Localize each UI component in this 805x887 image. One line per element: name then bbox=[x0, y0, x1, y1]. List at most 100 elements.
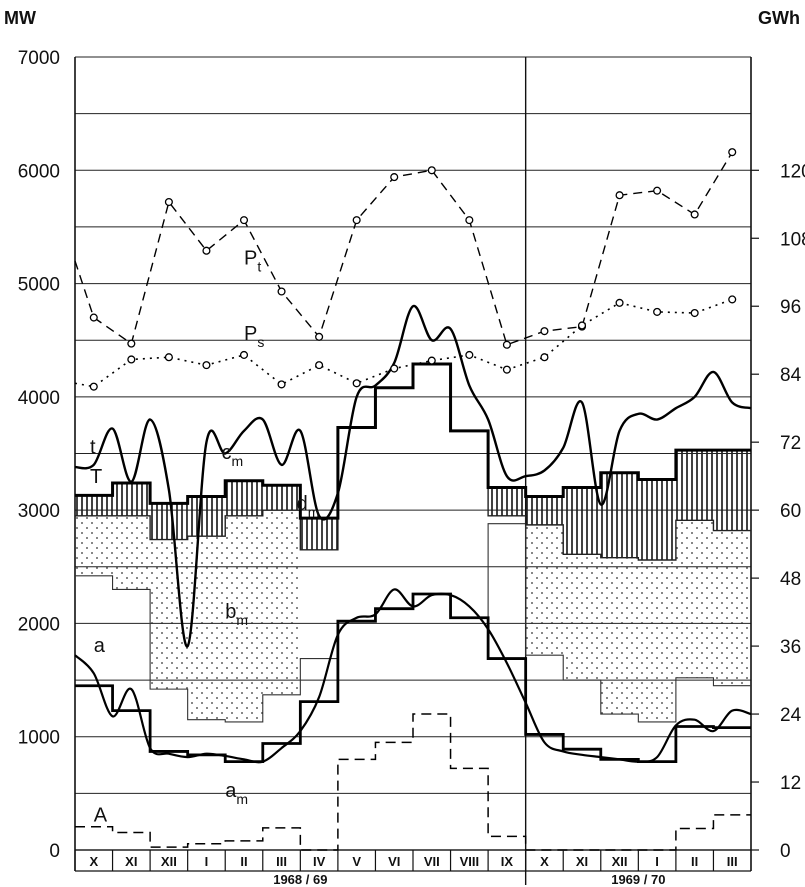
right-tick-84: 84 bbox=[780, 365, 802, 386]
annotation-T: T bbox=[90, 466, 102, 488]
right-tick-108: 108 bbox=[780, 229, 805, 250]
month-label-1: XI bbox=[125, 854, 137, 869]
left-tick-3000: 3000 bbox=[18, 501, 60, 522]
marker-Pt-6 bbox=[277, 287, 286, 296]
series-markers bbox=[89, 148, 737, 391]
marker-Pt-9 bbox=[390, 173, 399, 182]
hatched-area-17 bbox=[713, 450, 751, 531]
dotted-area-13 bbox=[563, 554, 601, 681]
annotation-sub-m: m bbox=[231, 453, 243, 469]
marker-Ps-2 bbox=[127, 355, 136, 364]
dotted-area-17 bbox=[713, 530, 751, 686]
month-label-12: X bbox=[540, 854, 549, 869]
hatched-area-13 bbox=[563, 487, 601, 555]
series-A-step bbox=[75, 713, 751, 851]
hatched-area-12 bbox=[525, 496, 564, 525]
month-label-9: VII bbox=[424, 854, 440, 869]
marker-Pt-11 bbox=[465, 216, 474, 225]
annotation-sub-m: m bbox=[308, 504, 320, 520]
marker-Ps-9 bbox=[390, 364, 399, 373]
series-a-line bbox=[74, 588, 752, 764]
marker-Ps-4 bbox=[202, 361, 211, 370]
month-label-13: XI bbox=[576, 854, 588, 869]
marker-Ps-3 bbox=[164, 353, 173, 362]
area-fills bbox=[75, 450, 751, 722]
right-tick-72: 72 bbox=[780, 433, 801, 454]
left-tick-0: 0 bbox=[49, 841, 60, 862]
hatched-area-1 bbox=[112, 482, 151, 516]
annotation-a: a bbox=[94, 635, 106, 657]
month-label-2: XII bbox=[161, 854, 177, 869]
dotted-area-4 bbox=[225, 515, 263, 722]
hatched-area-15 bbox=[638, 479, 676, 560]
dotted-area-5 bbox=[262, 510, 301, 695]
annotation-am: am bbox=[225, 780, 248, 807]
left-tick-5000: 5000 bbox=[18, 275, 60, 296]
series-t-line bbox=[74, 305, 752, 648]
step-lines bbox=[75, 362, 751, 851]
annotation-sub-s: s bbox=[257, 334, 264, 350]
period-label-0: 1968 / 69 bbox=[273, 872, 327, 887]
annotation-sub-m: m bbox=[236, 791, 248, 807]
month-label-8: VI bbox=[388, 854, 400, 869]
left-tick-2000: 2000 bbox=[18, 614, 60, 635]
month-label-6: IV bbox=[313, 854, 326, 869]
right-tick-60: 60 bbox=[780, 501, 801, 522]
marker-Ps-14 bbox=[577, 321, 587, 330]
series-Pt-line bbox=[74, 151, 733, 346]
right-tick-36: 36 bbox=[780, 637, 801, 658]
dotted-area-14 bbox=[600, 557, 639, 715]
annotation-t: t bbox=[90, 437, 96, 459]
marker-Pt-8 bbox=[352, 216, 361, 225]
month-label-0: X bbox=[89, 854, 98, 869]
dotted-area-16 bbox=[675, 520, 714, 678]
marker-Pt-10 bbox=[427, 166, 436, 175]
right-tick-0: 0 bbox=[780, 841, 791, 862]
hatched-area-14 bbox=[600, 472, 639, 558]
right-tick-96: 96 bbox=[780, 297, 801, 318]
right-tick-48: 48 bbox=[780, 569, 801, 590]
series-am-step bbox=[75, 592, 751, 764]
marker-Pt-17 bbox=[690, 210, 699, 219]
right-tick-12: 12 bbox=[780, 773, 801, 794]
axis-ticks: 0 1000 2000 3000 4000 5000 6000 7000 0 12 24 36 48 60… bbox=[18, 48, 805, 862]
left-axis-unit: MW bbox=[4, 8, 36, 28]
hatched-area-11 bbox=[488, 487, 526, 516]
marker-Pt-2 bbox=[127, 339, 136, 348]
left-tick-6000: 6000 bbox=[18, 161, 60, 182]
series-T-step bbox=[75, 362, 751, 520]
hatched-area-3 bbox=[187, 496, 226, 537]
annotation-sub-t: t bbox=[257, 258, 261, 274]
marker-Pt-4 bbox=[202, 246, 211, 255]
hatched-area-0 bbox=[75, 495, 113, 516]
hatched-area-6 bbox=[300, 518, 338, 550]
month-label-16: II bbox=[691, 854, 698, 869]
marker-Ps-6 bbox=[277, 380, 286, 389]
month-label-17: III bbox=[727, 854, 738, 869]
month-label-5: III bbox=[276, 854, 287, 869]
dotted-area-15 bbox=[638, 559, 676, 722]
marker-Pt-1 bbox=[89, 313, 98, 322]
right-tick-120: 120 bbox=[780, 161, 805, 182]
series-Ps-line bbox=[74, 298, 733, 388]
hatched-area-16 bbox=[675, 450, 714, 521]
marker-Pt-16 bbox=[653, 186, 662, 195]
marker-Ps-13 bbox=[540, 353, 549, 362]
marker-Pt-5 bbox=[239, 216, 249, 225]
month-label-14: XII bbox=[612, 854, 628, 869]
month-band: X XI XII I II III IV V VI VII VIII IX X XI XII I II III19… bbox=[74, 850, 751, 887]
marker-Ps-10 bbox=[427, 356, 436, 365]
marker-Ps-15 bbox=[615, 298, 624, 307]
marker-Ps-5 bbox=[239, 350, 249, 359]
marker-Ps-16 bbox=[653, 307, 662, 316]
month-label-3: I bbox=[205, 854, 209, 869]
marker-Ps-8 bbox=[352, 379, 361, 388]
marker-Pt-12 bbox=[502, 340, 511, 349]
marker-Ps-1 bbox=[89, 382, 98, 391]
hatched-area-5 bbox=[262, 485, 301, 511]
month-label-15: I bbox=[655, 854, 659, 869]
right-tick-24: 24 bbox=[780, 705, 802, 726]
marker-Pt-3 bbox=[164, 197, 173, 207]
left-tick-7000: 7000 bbox=[18, 48, 60, 69]
